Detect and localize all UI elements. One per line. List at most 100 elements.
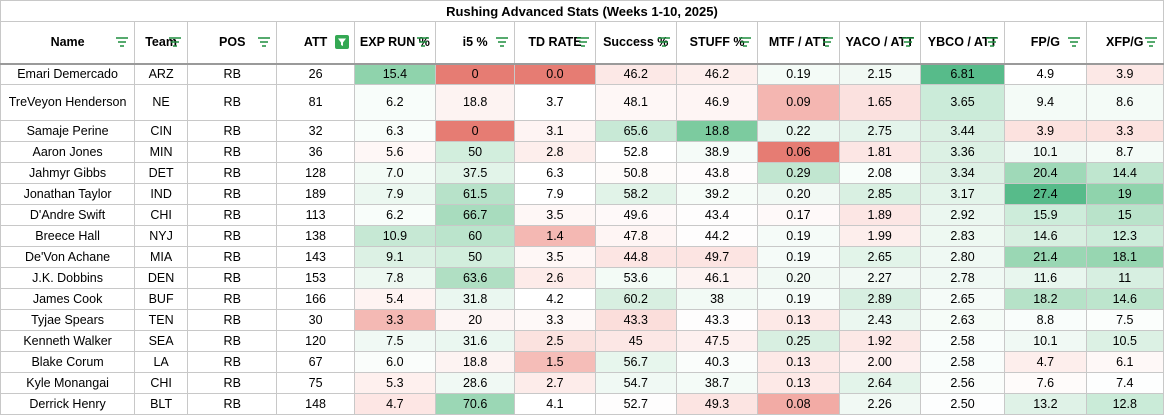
cell-fpg[interactable]: 21.4 <box>1004 246 1087 268</box>
cell-exp[interactable]: 4.7 <box>353 393 437 415</box>
cell-ybco[interactable]: 2.65 <box>919 288 1006 310</box>
cell-pos[interactable]: RB <box>187 393 278 415</box>
cell-team[interactable]: MIN <box>134 141 189 163</box>
cell-pos[interactable]: RB <box>187 162 278 184</box>
cell-att[interactable]: 148 <box>276 393 355 415</box>
cell-stuff[interactable]: 47.5 <box>675 330 759 352</box>
filter-icon[interactable] <box>1067 36 1081 48</box>
filter-icon[interactable] <box>416 36 430 48</box>
cell-team[interactable]: LA <box>134 351 189 373</box>
filter-icon[interactable] <box>657 36 671 48</box>
column-header-att[interactable]: ATT <box>276 21 355 65</box>
cell-exp[interactable]: 5.6 <box>353 141 437 163</box>
cell-att[interactable]: 138 <box>276 225 355 247</box>
cell-i5[interactable]: 0 <box>435 120 516 142</box>
cell-team[interactable]: NE <box>134 84 189 121</box>
cell-i5[interactable]: 50 <box>435 141 516 163</box>
cell-xfpg[interactable]: 8.7 <box>1085 141 1164 163</box>
cell-pos[interactable]: RB <box>187 246 278 268</box>
cell-i5[interactable]: 28.6 <box>435 372 516 394</box>
cell-stuff[interactable]: 49.7 <box>675 246 759 268</box>
cell-success[interactable]: 65.6 <box>594 120 677 142</box>
cell-att[interactable]: 143 <box>276 246 355 268</box>
cell-mtf[interactable]: 0.13 <box>757 351 840 373</box>
cell-pos[interactable]: RB <box>187 84 278 121</box>
cell-i5[interactable]: 37.5 <box>435 162 516 184</box>
cell-yaco[interactable]: 2.00 <box>838 351 921 373</box>
cell-td[interactable]: 2.6 <box>514 267 596 289</box>
cell-mtf[interactable]: 0.13 <box>757 372 840 394</box>
column-header-mtf-att[interactable]: MTF / ATT <box>757 21 840 65</box>
cell-exp[interactable]: 7.8 <box>353 267 437 289</box>
cell-yaco[interactable]: 1.99 <box>838 225 921 247</box>
cell-success[interactable]: 52.7 <box>594 393 677 415</box>
filter-icon[interactable] <box>1144 36 1158 48</box>
cell-td[interactable]: 4.2 <box>514 288 596 310</box>
cell-att[interactable]: 189 <box>276 183 355 205</box>
cell-ybco[interactable]: 2.58 <box>919 351 1006 373</box>
cell-stuff[interactable]: 40.3 <box>675 351 759 373</box>
cell-exp[interactable]: 7.9 <box>353 183 437 205</box>
cell-yaco[interactable]: 2.89 <box>838 288 921 310</box>
cell-ybco[interactable]: 3.34 <box>919 162 1006 184</box>
cell-team[interactable]: MIA <box>134 246 189 268</box>
cell-att[interactable]: 26 <box>276 63 355 85</box>
cell-td[interactable]: 1.5 <box>514 351 596 373</box>
cell-team[interactable]: SEA <box>134 330 189 352</box>
cell-ybco[interactable]: 3.65 <box>919 84 1006 121</box>
cell-mtf[interactable]: 0.20 <box>757 183 840 205</box>
cell-pos[interactable]: RB <box>187 372 278 394</box>
cell-team[interactable]: CHI <box>134 372 189 394</box>
cell-success[interactable]: 58.2 <box>594 183 677 205</box>
cell-fpg[interactable]: 9.4 <box>1004 84 1087 121</box>
cell-pos[interactable]: RB <box>187 63 278 85</box>
filter-icon[interactable] <box>115 36 129 48</box>
cell-att[interactable]: 128 <box>276 162 355 184</box>
column-header-exp-run[interactable]: EXP RUN % <box>353 21 437 65</box>
cell-success[interactable]: 44.8 <box>594 246 677 268</box>
cell-td[interactable]: 3.1 <box>514 120 596 142</box>
filter-icon[interactable] <box>820 36 834 48</box>
cell-att[interactable]: 120 <box>276 330 355 352</box>
cell-ybco[interactable]: 2.83 <box>919 225 1006 247</box>
cell-i5[interactable]: 20 <box>435 309 516 331</box>
cell-name[interactable]: Jonathan Taylor <box>0 183 136 205</box>
column-header-ybco-att[interactable]: YBCO / ATT <box>919 21 1006 65</box>
cell-xfpg[interactable]: 3.9 <box>1085 63 1164 85</box>
cell-pos[interactable]: RB <box>187 267 278 289</box>
cell-mtf[interactable]: 0.20 <box>757 267 840 289</box>
cell-mtf[interactable]: 0.06 <box>757 141 840 163</box>
cell-i5[interactable]: 61.5 <box>435 183 516 205</box>
cell-yaco[interactable]: 2.15 <box>838 63 921 85</box>
cell-yaco[interactable]: 2.85 <box>838 183 921 205</box>
cell-att[interactable]: 36 <box>276 141 355 163</box>
cell-team[interactable]: NYJ <box>134 225 189 247</box>
cell-pos[interactable]: RB <box>187 204 278 226</box>
cell-xfpg[interactable]: 11 <box>1085 267 1164 289</box>
cell-stuff[interactable]: 46.2 <box>675 63 759 85</box>
cell-mtf[interactable]: 0.22 <box>757 120 840 142</box>
cell-att[interactable]: 153 <box>276 267 355 289</box>
cell-exp[interactable]: 5.3 <box>353 372 437 394</box>
cell-fpg[interactable]: 20.4 <box>1004 162 1087 184</box>
cell-fpg[interactable]: 10.1 <box>1004 330 1087 352</box>
column-header-yaco-att[interactable]: YACO / ATT <box>838 21 921 65</box>
cell-team[interactable]: DET <box>134 162 189 184</box>
cell-xfpg[interactable]: 8.6 <box>1085 84 1164 121</box>
cell-pos[interactable]: RB <box>187 225 278 247</box>
cell-success[interactable]: 47.8 <box>594 225 677 247</box>
cell-yaco[interactable]: 2.08 <box>838 162 921 184</box>
cell-team[interactable]: ARZ <box>134 63 189 85</box>
cell-name[interactable]: Jahmyr Gibbs <box>0 162 136 184</box>
cell-fpg[interactable]: 4.9 <box>1004 63 1087 85</box>
filter-active-icon[interactable] <box>334 35 349 50</box>
cell-att[interactable]: 75 <box>276 372 355 394</box>
column-header-fp-g[interactable]: FP/G <box>1004 21 1087 65</box>
cell-team[interactable]: TEN <box>134 309 189 331</box>
cell-name[interactable]: Kyle Monangai <box>0 372 136 394</box>
cell-mtf[interactable]: 0.08 <box>757 393 840 415</box>
cell-fpg[interactable]: 8.8 <box>1004 309 1087 331</box>
cell-xfpg[interactable]: 19 <box>1085 183 1164 205</box>
cell-mtf[interactable]: 0.13 <box>757 309 840 331</box>
cell-xfpg[interactable]: 12.3 <box>1085 225 1164 247</box>
